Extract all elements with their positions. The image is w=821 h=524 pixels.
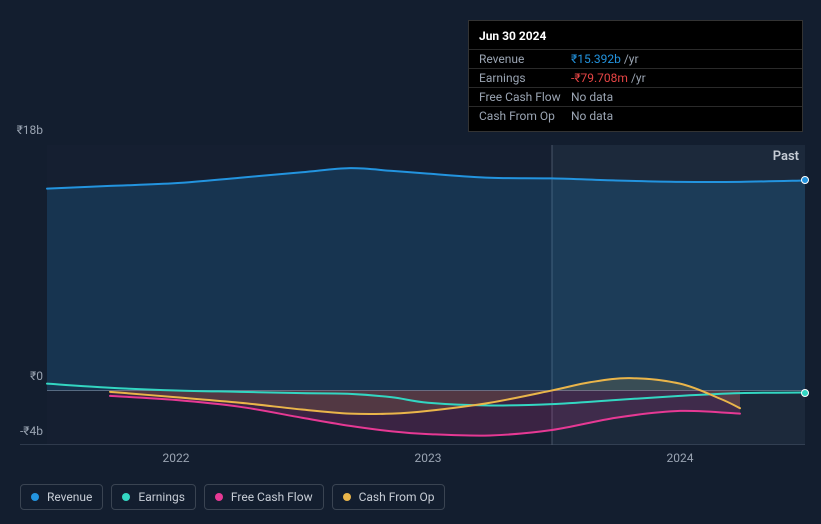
chart-tooltip: Jun 30 2024Revenue₹15.392b/yrEarnings-₹7… — [468, 20, 803, 132]
legend-dot — [215, 493, 223, 501]
tooltip-value: No data — [571, 109, 613, 123]
tooltip-label: Earnings — [479, 71, 571, 85]
x-axis-tick: 2024 — [667, 451, 694, 465]
legend-dot — [122, 493, 130, 501]
marker-revenue — [801, 176, 809, 184]
legend-cfo[interactable]: Cash From Op — [332, 484, 446, 510]
y-axis-tick: ₹18b — [17, 123, 43, 137]
tooltip-title: Jun 30 2024 — [469, 27, 802, 49]
legend-revenue[interactable]: Revenue — [20, 484, 103, 510]
tooltip-value: -₹79.708m/yr — [571, 71, 646, 85]
y-axis-tick: ₹0 — [30, 369, 43, 383]
marker-earnings — [801, 389, 809, 397]
chart-plot[interactable] — [20, 145, 805, 445]
tooltip-row: Cash From OpNo data — [469, 106, 802, 125]
legend-label: Free Cash Flow — [231, 490, 313, 504]
legend-label: Revenue — [47, 490, 92, 504]
tooltip-label: Free Cash Flow — [479, 90, 571, 104]
tooltip-value: No data — [571, 90, 613, 104]
chart-legend: Revenue Earnings Free Cash Flow Cash From O… — [20, 484, 445, 510]
y-axis-tick: -₹4b — [20, 424, 43, 438]
tooltip-row: Earnings-₹79.708m/yr — [469, 68, 802, 87]
legend-label: Earnings — [138, 490, 185, 504]
tooltip-label: Cash From Op — [479, 109, 571, 123]
past-label: Past — [773, 149, 799, 164]
x-axis-tick: 2022 — [163, 451, 190, 465]
legend-fcf[interactable]: Free Cash Flow — [204, 484, 324, 510]
tooltip-row: Revenue₹15.392b/yr — [469, 49, 802, 68]
legend-dot — [343, 493, 351, 501]
tooltip-label: Revenue — [479, 52, 571, 66]
x-axis-tick: 2023 — [415, 451, 442, 465]
tooltip-row: Free Cash FlowNo data — [469, 87, 802, 106]
legend-earnings[interactable]: Earnings — [111, 484, 196, 510]
tooltip-value: ₹15.392b/yr — [571, 52, 639, 66]
legend-label: Cash From Op — [359, 490, 435, 504]
legend-dot — [31, 493, 39, 501]
